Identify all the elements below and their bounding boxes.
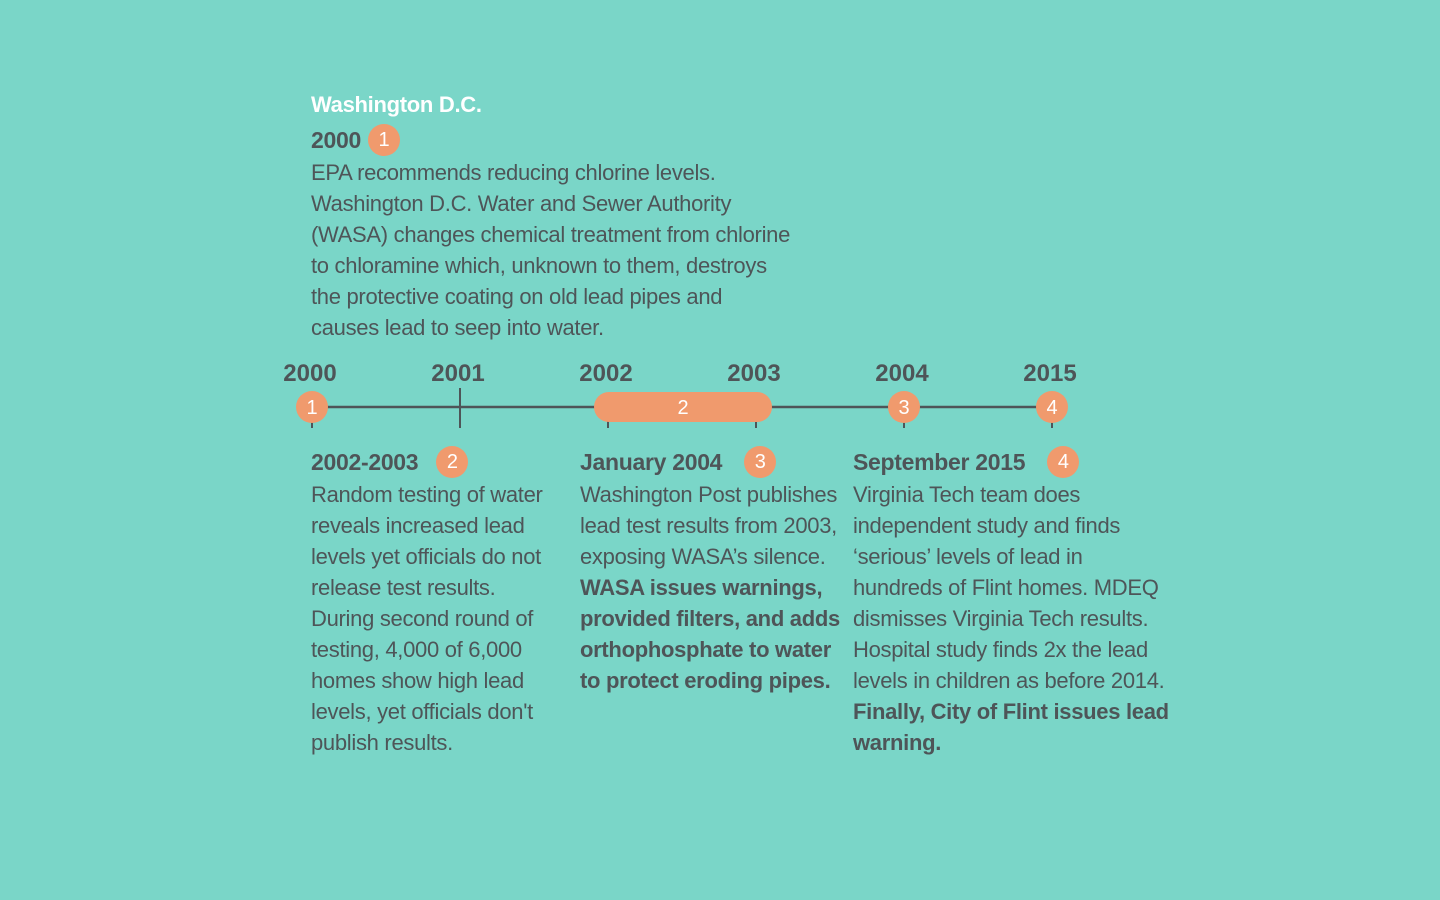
event-2000: 2000 1 EPA recommends reducing chlorine … — [311, 123, 791, 343]
tick-label-2003: 2003 — [727, 360, 780, 387]
event-description: Washington Post publishes lead test resu… — [580, 479, 840, 696]
event-number-badge: 1 — [367, 124, 400, 156]
event-title: January 2004 — [580, 448, 723, 475]
event-description: Random testing of water reveals increase… — [311, 479, 561, 758]
event-header: September 2015 4 — [853, 445, 1173, 479]
tick-label-2002: 2002 — [579, 360, 632, 387]
event-header: 2000 1 — [311, 123, 791, 157]
event-number-badge: 4 — [1047, 446, 1080, 478]
event-text: Virginia Tech team does independent stud… — [853, 482, 1165, 693]
timeline-point-marker — [296, 391, 328, 423]
event-description: Virginia Tech team does independent stud… — [853, 479, 1173, 758]
event-header: 2002-2003 2 — [311, 445, 561, 479]
event-text: EPA recommends reducing chlorine levels.… — [311, 160, 791, 340]
event-number-badge: 3 — [744, 446, 777, 478]
tick-label-2004: 2004 — [875, 360, 929, 387]
tick-label-2015: 2015 — [1023, 360, 1076, 387]
timeline-marker-number: 4 — [1046, 397, 1057, 419]
event-2002-2003: 2002-2003 2 Random testing of water reve… — [311, 445, 561, 758]
event-title: 2000 — [311, 126, 361, 153]
event-header: January 2004 3 — [580, 445, 840, 479]
tick-label-2001: 2001 — [431, 360, 484, 387]
timeline-range-marker — [594, 392, 772, 422]
location-heading: Washington D.C. — [311, 92, 482, 117]
event-emphasis: Finally, City of Flint issues lead warni… — [853, 699, 1169, 755]
event-september-2015: September 2015 4 Virginia Tech team does… — [853, 445, 1173, 758]
event-text: Washington Post publishes lead test resu… — [580, 482, 838, 569]
tick-label-2000: 2000 — [283, 360, 336, 387]
timeline-point-marker — [888, 391, 920, 423]
event-number-badge: 2 — [436, 446, 469, 478]
event-title: 2002-2003 — [311, 448, 419, 475]
timeline-marker-number: 3 — [898, 397, 909, 419]
event-description: EPA recommends reducing chlorine levels.… — [311, 157, 791, 343]
event-text: Random testing of water reveals increase… — [311, 482, 543, 755]
event-emphasis: WASA issues warnings, provided filters, … — [580, 575, 840, 693]
event-january-2004: January 2004 3 Washington Post publishes… — [580, 445, 840, 696]
timeline-point-marker — [1036, 391, 1068, 423]
timeline-marker-number: 2 — [677, 397, 688, 419]
event-title: September 2015 — [853, 448, 1026, 475]
timeline-marker-number: 1 — [306, 397, 317, 419]
